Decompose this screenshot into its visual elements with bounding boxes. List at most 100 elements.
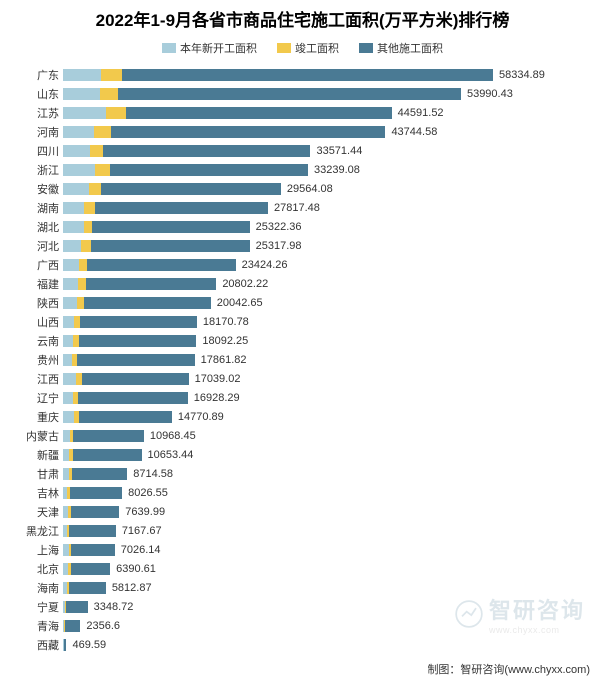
watermark-sub: www.chyxx.com: [489, 625, 585, 635]
bar-stack: [63, 183, 281, 195]
bar-row: 广西23424.26: [15, 256, 590, 274]
bar-row: 江苏44591.52: [15, 104, 590, 122]
province-label: 天津: [15, 504, 63, 520]
province-label: 河北: [15, 238, 63, 254]
bar-segment: [86, 278, 216, 290]
bar-stack: [63, 69, 493, 81]
bar-row: 云南18092.25: [15, 332, 590, 350]
bar-segment: [90, 145, 103, 157]
province-label: 河南: [15, 124, 63, 140]
province-label: 贵州: [15, 352, 63, 368]
bar-segment: [80, 316, 197, 328]
bar-value-label: 2356.6: [86, 620, 120, 632]
bar-track: 33239.08: [63, 164, 590, 176]
bar-segment: [69, 582, 106, 594]
bar-value-label: 17861.82: [201, 354, 247, 366]
bar-segment: [63, 354, 72, 366]
bar-segment: [63, 430, 70, 442]
bar-stack: [63, 278, 216, 290]
bar-stack: [63, 88, 461, 100]
bar-track: 10653.44: [63, 449, 590, 461]
bar-value-label: 17039.02: [195, 373, 241, 385]
bar-segment: [65, 620, 80, 632]
bar-segment: [63, 316, 74, 328]
bar-row: 辽宁16928.29: [15, 389, 590, 407]
province-label: 西藏: [15, 637, 63, 653]
bar-stack: [63, 639, 66, 651]
bar-segment: [101, 69, 122, 81]
bar-segment: [63, 164, 95, 176]
bar-segment: [77, 354, 195, 366]
bar-stack: [63, 126, 385, 138]
bar-segment: [101, 183, 281, 195]
bar-row: 河北 25317.98: [15, 237, 590, 255]
bar-stack: [63, 202, 268, 214]
bar-row: 广东58334.89: [15, 66, 590, 84]
bar-segment: [103, 145, 311, 157]
bar-value-label: 27817.48: [274, 202, 320, 214]
bar-stack: [63, 449, 142, 461]
legend-swatch: [359, 43, 373, 53]
bar-segment: [79, 411, 172, 423]
province-label: 湖北: [15, 219, 63, 235]
bar-track: 20042.65: [63, 297, 590, 309]
bar-stack: [63, 468, 127, 480]
bar-segment: [63, 145, 90, 157]
bar-segment: [64, 639, 67, 651]
bar-track: 6390.61: [63, 563, 590, 575]
bar-segment: [84, 297, 211, 309]
bar-segment: [71, 563, 110, 575]
bar-value-label: 33571.44: [316, 145, 362, 157]
bar-segment: [122, 69, 493, 81]
bar-segment: [91, 240, 250, 252]
bar-row: 北京6390.61: [15, 560, 590, 578]
bar-track: 18092.25: [63, 335, 590, 347]
bar-segment: [63, 373, 76, 385]
bar-value-label: 33239.08: [314, 164, 360, 176]
bar-stack: [63, 221, 250, 233]
bar-segment: [111, 126, 386, 138]
bar-track: 29564.08: [63, 183, 590, 195]
watermark-text: 智研咨询: [489, 593, 585, 625]
legend-swatch: [162, 43, 176, 53]
bar-segment: [100, 88, 118, 100]
bar-stack: [63, 107, 392, 119]
bar-value-label: 25317.98: [256, 240, 302, 252]
bar-segment: [73, 449, 142, 461]
province-label: 青海: [15, 618, 63, 634]
bar-segment: [63, 202, 84, 214]
bar-stack: [63, 544, 115, 556]
bar-value-label: 25322.36: [256, 221, 302, 233]
bar-track: 14770.89: [63, 411, 590, 423]
bar-segment: [95, 202, 268, 214]
bar-track: 7167.67: [63, 525, 590, 537]
bar-row: 甘肃8714.58: [15, 465, 590, 483]
bar-track: 17861.82: [63, 354, 590, 366]
watermark-icon: [455, 600, 483, 628]
bar-track: 53990.43: [63, 88, 590, 100]
bar-segment: [63, 69, 101, 81]
bar-stack: [63, 240, 250, 252]
bar-segment: [63, 221, 84, 233]
province-label: 重庆: [15, 409, 63, 425]
watermark-text-block: 智研咨询 www.chyxx.com: [489, 593, 585, 635]
bar-value-label: 10653.44: [148, 449, 194, 461]
bar-segment: [71, 544, 114, 556]
bar-stack: [63, 582, 106, 594]
legend-item: 竣工面积: [277, 40, 339, 56]
bar-segment: [69, 525, 116, 537]
bar-stack: [63, 525, 116, 537]
province-label: 安徽: [15, 181, 63, 197]
bar-segment: [81, 240, 91, 252]
bar-segment: [79, 259, 87, 271]
bar-track: 18170.78: [63, 316, 590, 328]
bar-row: 天津7639.99: [15, 503, 590, 521]
bar-row: 陕西20042.65: [15, 294, 590, 312]
province-label: 山东: [15, 86, 63, 102]
bar-track: 23424.26: [63, 259, 590, 271]
bar-segment: [63, 392, 73, 404]
bar-segment: [94, 126, 111, 138]
bar-segment: [72, 468, 127, 480]
bar-segment: [84, 221, 93, 233]
legend: 本年新开工面积竣工面积其他施工面积: [15, 40, 590, 56]
